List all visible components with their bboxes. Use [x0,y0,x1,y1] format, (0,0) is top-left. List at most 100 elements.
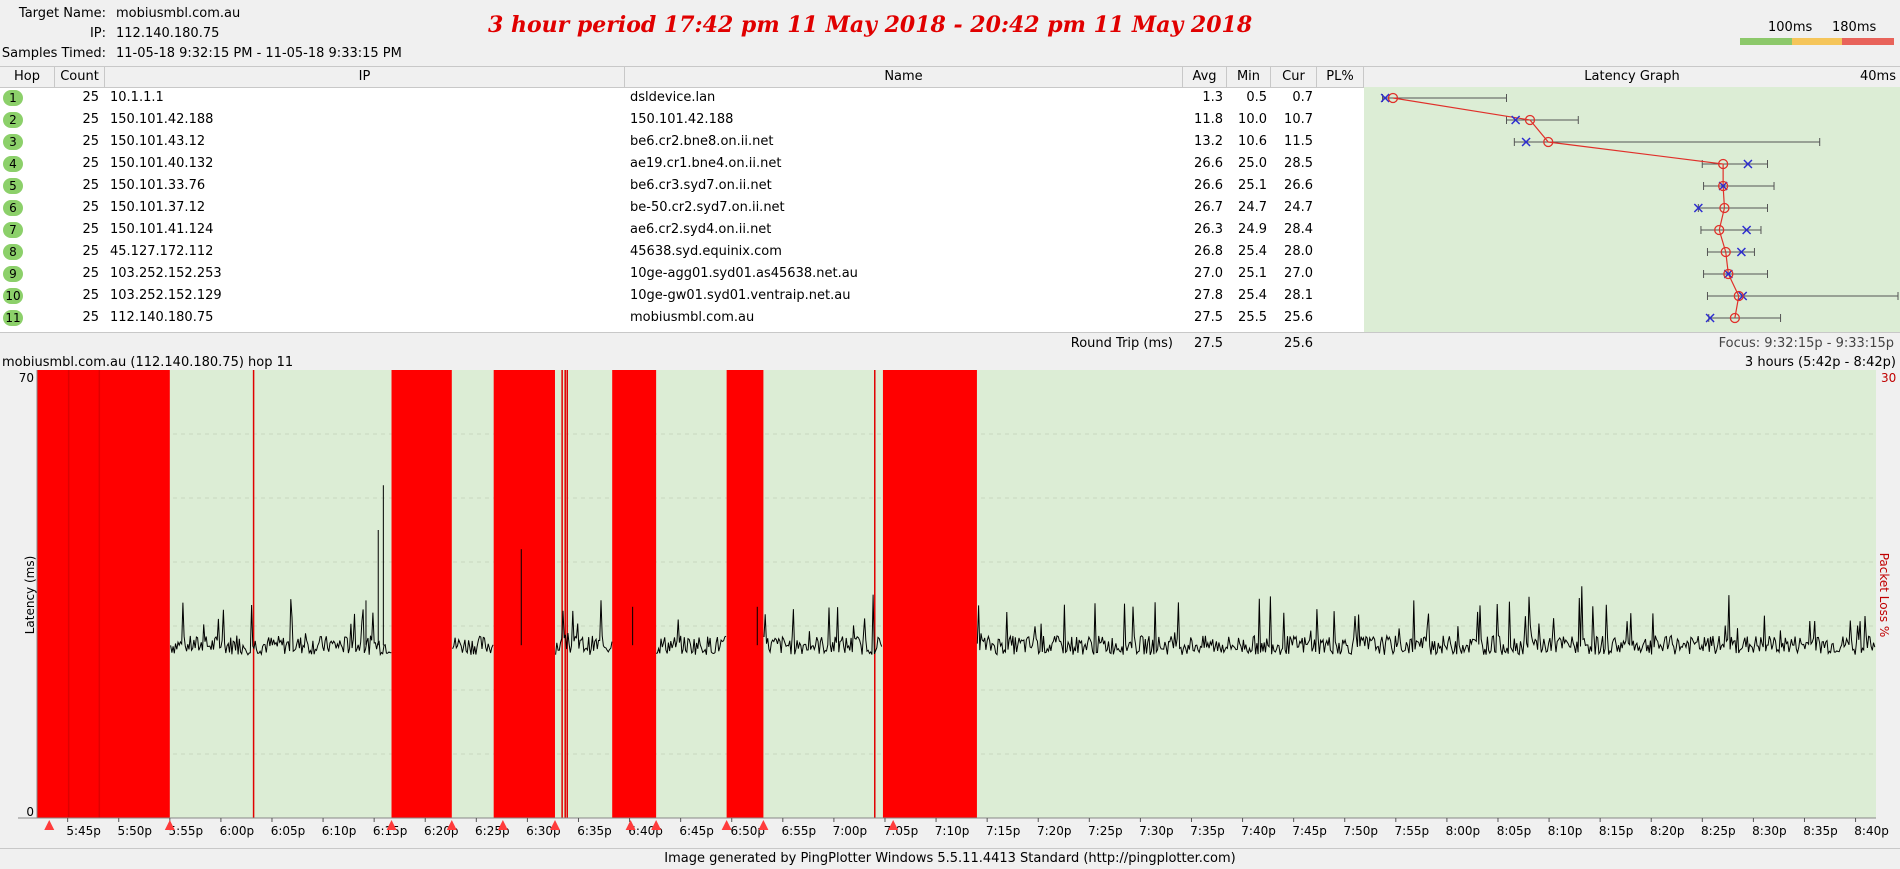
y2-tick-top: 30 [1881,371,1896,385]
header-values: mobiusmbl.com.au 112.140.180.75 11-05-18… [116,6,476,66]
event-marker [446,820,457,830]
col-ip[interactable]: IP [105,67,625,87]
hop-number: 11 [3,310,23,326]
col-name[interactable]: Name [625,67,1183,87]
count-cell: 25 [82,90,99,105]
cur-cell: 10.7 [1284,112,1313,127]
min-cell: 24.7 [1238,200,1267,215]
cur-cell: 24.7 [1284,200,1313,215]
cur-point [1693,203,1703,213]
trace-table: Hop Count IP Name Avg Min Cur PL% Latenc… [0,66,1900,332]
avg-line [1392,97,1740,319]
packet-loss-period [493,370,555,818]
cur-cell: 28.1 [1284,288,1313,303]
x-tick-label: 7:50p [1343,824,1378,838]
count-cell: 25 [82,244,99,259]
avg-point [1719,202,1730,214]
x-tick-label: 5:45p [66,824,101,838]
cur-point [1743,159,1753,169]
avg-point [1733,290,1744,302]
timegraph-chart[interactable]: 70 0 30 Latency (ms) Packet Loss % 5:45p 5:50p… [0,370,1900,848]
packet-loss-period [37,370,170,818]
table-row[interactable]: 4 25 150.101.40.132 ae19.cr1.bne4.on.ii.net… [0,153,1364,175]
x-tick-label: 8:25p [1701,824,1736,838]
cur-point [1521,137,1531,147]
count-cell: 25 [82,178,99,193]
event-marker [549,820,560,830]
table-row[interactable]: 6 25 150.101.37.12 be-50.cr2.syd7.on.ii.net… [0,197,1364,219]
pl-cell [1317,285,1359,307]
table-row[interactable]: 1 25 10.1.1.1 dsldevice.lan 1.3 0.5 0.7 [0,87,1364,109]
cur-point [1723,269,1733,279]
latency-graph-area[interactable] [1364,87,1900,332]
col-pl[interactable]: PL% [1317,67,1364,87]
pl-cell [1317,153,1359,175]
name-cell: 45638.syd.equinix.com [630,244,782,259]
min-cell: 25.0 [1238,156,1267,171]
x-tick-label: 7:10p [935,824,970,838]
target-name-value[interactable]: mobiusmbl.com.au [116,6,241,21]
y-axis-label: Latency (ms) [23,556,37,635]
cur-cell: 28.0 [1284,244,1313,259]
x-tick-label: 6:15p [373,824,408,838]
name-cell: ae6.cr2.syd4.on.ii.net [630,222,772,237]
cur-point [1511,115,1521,125]
avg-cell: 27.8 [1194,288,1223,303]
avg-point [1723,268,1734,280]
table-header: Hop Count IP Name Avg Min Cur PL% Latenc… [0,66,1900,88]
x-tick-label: 7:30p [1139,824,1174,838]
footer-credit: Image generated by PingPlotter Windows 5… [0,848,1900,869]
table-row[interactable]: 9 25 103.252.152.253 10ge-agg01.syd01.as456… [0,263,1364,285]
col-hop[interactable]: Hop [0,67,55,87]
table-row[interactable]: 3 25 150.101.43.12 be6.cr2.bne8.on.ii.net 13… [0,131,1364,153]
pl-cell [1317,175,1359,197]
avg-point [1717,180,1729,192]
legend-bar-good [1740,38,1792,45]
name-cell: 10ge-agg01.syd01.as45638.net.au [630,266,858,281]
ip-cell: 112.140.180.75 [110,310,214,325]
table-row[interactable]: 10 25 103.252.152.129 10ge-gw01.syd01.ventr… [0,285,1364,307]
packet-loss-period [391,370,452,818]
name-cell: be6.cr2.bne8.on.ii.net [630,134,774,149]
event-marker [625,820,636,830]
event-marker [888,820,899,830]
ip-cell: 103.252.152.129 [110,288,222,303]
table-row[interactable]: 2 25 150.101.42.188 150.101.42.188 11.8 10.0 1… [0,109,1364,131]
x-tick-label: 8:30p [1752,824,1787,838]
hop-number: 5 [3,178,23,194]
cur-point [1742,225,1752,235]
min-cell: 10.6 [1238,134,1267,149]
cur-point [1736,247,1746,257]
col-min[interactable]: Min [1227,67,1271,87]
col-avg[interactable]: Avg [1183,67,1227,87]
x-tick-label: 8:15p [1599,824,1634,838]
hop-number: 10 [3,288,23,304]
ip-cell: 103.252.152.253 [110,266,222,281]
event-marker [721,820,732,830]
packet-loss-period [612,370,657,818]
table-row[interactable]: 7 25 150.101.41.124 ae6.cr2.syd4.on.ii.net 2… [0,219,1364,241]
name-cell: be6.cr3.syd7.on.ii.net [630,178,772,193]
table-row[interactable]: 8 25 45.127.172.112 45638.syd.equinix.com 26… [0,241,1364,263]
x-tick-label: 7:20p [1037,824,1072,838]
x-tick-label: 6:50p [730,824,765,838]
header-labels: Target Name: IP: Samples Timed: [0,6,106,66]
latency-scale-label: 40ms [1860,69,1896,84]
ip-value: 112.140.180.75 [116,26,220,41]
pl-cell [1317,307,1359,329]
avg-cell: 1.3 [1202,90,1223,105]
x-tick-label: 8:35p [1803,824,1838,838]
count-cell: 25 [82,266,99,281]
round-trip-cur: 25.6 [1284,336,1313,351]
col-cur[interactable]: Cur [1271,67,1317,87]
cur-cell: 27.0 [1284,266,1313,281]
table-row[interactable]: 11 25 112.140.180.75 mobiusmbl.com.au 27.5 25… [0,307,1364,329]
x-tick-label: 7:45p [1292,824,1327,838]
col-count[interactable]: Count [55,67,105,87]
ip-cell: 150.101.37.12 [110,200,206,215]
ip-cell: 45.127.172.112 [110,244,214,259]
hop-number: 7 [3,222,23,238]
table-row[interactable]: 5 25 150.101.33.76 be6.cr3.syd7.on.ii.net 26… [0,175,1364,197]
col-latency-graph[interactable]: Latency Graph 40ms [1364,67,1900,87]
avg-cell: 26.6 [1194,178,1223,193]
